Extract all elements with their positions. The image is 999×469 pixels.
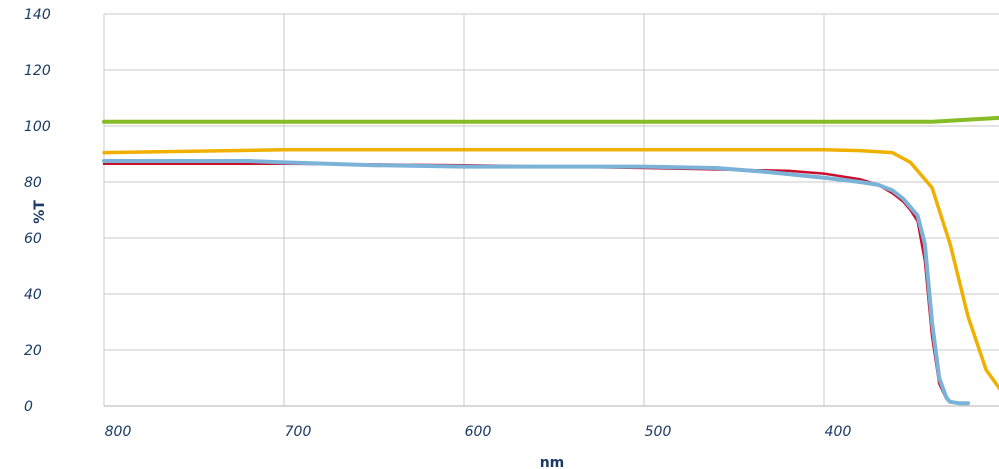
- x-tick-label: 800: [105, 424, 132, 440]
- y-tick-label: 120: [24, 63, 51, 79]
- series-line-3: [102, 162, 970, 405]
- x-tick-label: 700: [285, 424, 312, 440]
- chart-grid: [103, 13, 999, 407]
- y-tick-label: 80: [24, 175, 42, 191]
- series-line-1: [102, 115, 999, 124]
- x-tick-label: 600: [465, 424, 492, 440]
- y-tick-label: 40: [24, 287, 42, 303]
- series-line-4: [102, 159, 970, 406]
- y-axis-title: %T: [32, 200, 48, 224]
- series-line-2: [102, 148, 999, 391]
- x-tick-label: 500: [645, 424, 672, 440]
- x-axis-tick-labels: 800700600500400300: [105, 424, 852, 440]
- series-lines: [102, 115, 999, 406]
- y-tick-label: 0: [24, 399, 33, 415]
- y-tick-label: 60: [24, 231, 42, 247]
- y-tick-label: 140: [24, 7, 51, 23]
- y-tick-label: 100: [24, 119, 51, 135]
- y-axis-tick-labels: 0 20 40 60 80 100 120 140: [24, 7, 51, 415]
- x-tick-label: 400: [825, 424, 852, 440]
- y-tick-label: 20: [24, 343, 42, 359]
- x-axis-title: nm: [540, 455, 565, 469]
